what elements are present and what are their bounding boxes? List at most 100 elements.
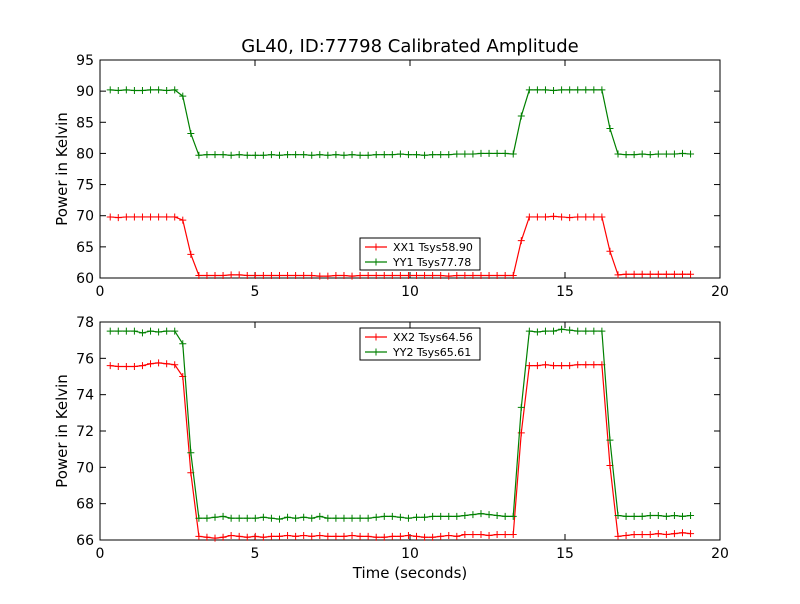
- data-point-marker: [614, 532, 622, 540]
- data-point-marker: [509, 150, 517, 158]
- data-point-marker: [582, 213, 590, 221]
- data-point-marker: [469, 511, 477, 519]
- data-point-marker: [211, 534, 219, 542]
- data-point-marker: [453, 512, 461, 520]
- data-point-marker: [356, 514, 364, 522]
- data-point-marker: [453, 532, 461, 540]
- data-point-marker: [122, 327, 130, 335]
- data-point-marker: [469, 150, 477, 158]
- data-point-marker: [130, 213, 138, 221]
- data-point-marker: [485, 531, 493, 539]
- legend: XX1 Tsys58.90 YY1 Tsys77.78: [359, 237, 481, 271]
- data-point-marker: [421, 272, 429, 280]
- data-point-marker: [413, 532, 421, 540]
- data-point-marker: [235, 514, 243, 522]
- legend-label: XX1 Tsys58.90: [393, 241, 473, 254]
- y-tick-label: 76: [76, 351, 94, 367]
- data-point-marker: [348, 151, 356, 159]
- data-point-marker: [332, 532, 340, 540]
- data-point-marker: [558, 362, 566, 370]
- data-point-marker: [340, 272, 348, 280]
- data-point-marker: [533, 328, 541, 336]
- data-point-marker: [235, 151, 243, 159]
- data-point-marker: [179, 340, 187, 348]
- data-point-marker: [630, 270, 638, 278]
- data-point-marker: [429, 151, 437, 159]
- data-point-marker: [638, 150, 646, 158]
- data-point-marker: [284, 531, 292, 539]
- data-point-marker: [171, 361, 179, 369]
- data-point-marker: [687, 530, 695, 538]
- data-point-marker: [380, 533, 388, 541]
- data-point-marker: [678, 149, 686, 157]
- chart-title: GL40, ID:77798 Calibrated Amplitude: [241, 36, 579, 57]
- data-point-marker: [670, 270, 678, 278]
- data-point-marker: [235, 532, 243, 540]
- data-point-marker: [687, 150, 695, 158]
- data-point-marker: [163, 360, 171, 368]
- data-point-marker: [404, 151, 412, 159]
- data-point-marker: [654, 270, 662, 278]
- data-point-marker: [485, 272, 493, 280]
- data-point-marker: [517, 237, 525, 245]
- data-point-marker: [251, 514, 259, 522]
- y-tick-label: 72: [76, 424, 94, 440]
- data-point-marker: [275, 272, 283, 280]
- data-point-marker: [243, 272, 251, 280]
- y-tick-label: 70: [76, 460, 94, 476]
- series-2: [106, 325, 695, 523]
- data-point-marker: [678, 529, 686, 537]
- y-tick-label: 75: [76, 178, 94, 194]
- data-point-marker: [509, 272, 517, 280]
- data-point-marker: [292, 514, 300, 522]
- data-point-marker: [421, 513, 429, 521]
- data-point-marker: [251, 272, 259, 280]
- data-point-marker: [300, 531, 308, 539]
- data-point-marker: [453, 150, 461, 158]
- data-point-marker: [332, 151, 340, 159]
- data-point-marker: [122, 86, 130, 94]
- y-axis-label: Power in Kelvin: [53, 112, 71, 226]
- x-tick-label: 15: [556, 546, 574, 562]
- legend-marker: [372, 333, 380, 341]
- data-point-marker: [211, 513, 219, 521]
- data-point-marker: [138, 329, 146, 337]
- data-point-marker: [646, 270, 654, 278]
- data-point-marker: [211, 151, 219, 159]
- data-point-marker: [574, 213, 582, 221]
- data-point-marker: [308, 532, 316, 540]
- data-point-marker: [541, 327, 549, 335]
- data-point-marker: [461, 272, 469, 280]
- data-point-marker: [187, 129, 195, 137]
- data-point-marker: [396, 272, 404, 280]
- data-point-marker: [316, 272, 324, 280]
- data-point-marker: [509, 531, 517, 539]
- data-point-marker: [147, 360, 155, 368]
- data-point-marker: [662, 512, 670, 520]
- legend-label: YY1 Tsys77.78: [392, 256, 471, 269]
- data-point-marker: [130, 363, 138, 371]
- data-point-marker: [453, 272, 461, 280]
- data-point-marker: [292, 272, 300, 280]
- data-point-marker: [227, 514, 235, 522]
- data-point-marker: [316, 512, 324, 520]
- data-point-marker: [477, 510, 485, 518]
- data-point-marker: [590, 361, 598, 369]
- data-point-marker: [356, 151, 364, 159]
- panels-group: 0 5 10 15 20 60 65 70 75 80 85 90 95 Power in Kelvin X…: [53, 53, 729, 562]
- data-point-marker: [372, 151, 380, 159]
- data-point-marker: [662, 531, 670, 539]
- data-point-marker: [525, 213, 533, 221]
- data-point-marker: [687, 511, 695, 519]
- data-point-marker: [501, 272, 509, 280]
- data-point-marker: [654, 150, 662, 158]
- y-tick-label: 65: [76, 240, 94, 256]
- data-point-marker: [114, 214, 122, 222]
- data-point-marker: [558, 86, 566, 94]
- panel-2: 0 5 10 15 20 66 68 70 72 74 76 78 Power in Kelvin XX2…: [53, 315, 729, 562]
- data-point-marker: [437, 532, 445, 540]
- data-point-marker: [469, 531, 477, 539]
- data-point-marker: [662, 150, 670, 158]
- y-tick-label: 78: [76, 315, 94, 331]
